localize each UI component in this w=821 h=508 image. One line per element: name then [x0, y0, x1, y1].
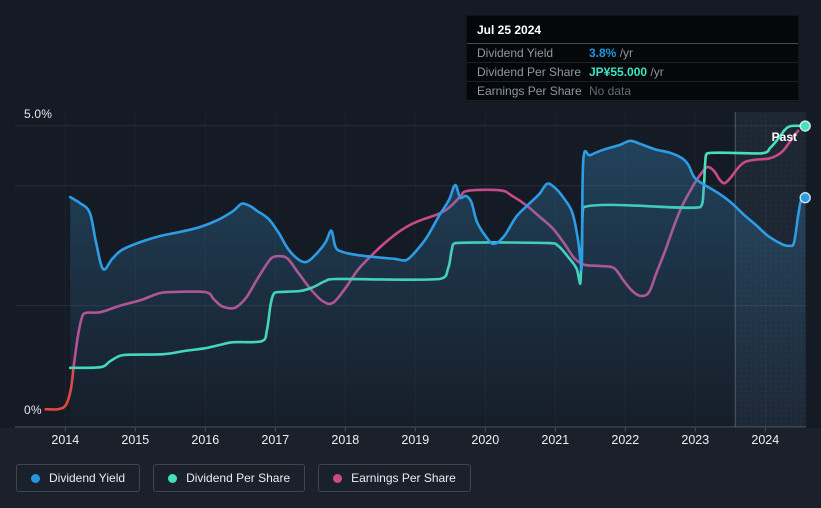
tooltip-value: 3.8%	[589, 46, 617, 60]
x-axis-year: 2024	[751, 433, 780, 447]
chart-series	[44, 124, 807, 428]
legend-label: Dividend Yield	[49, 471, 126, 485]
chart-tooltip: Jul 25 2024 Dividend Yield 3.8% /yr Divi…	[466, 15, 799, 102]
series-end-markers	[799, 120, 811, 204]
x-axis-year: 2019	[401, 433, 430, 447]
legend-item-dividend-per-share[interactable]: Dividend Per Share	[153, 464, 306, 492]
x-axis-year: 2016	[191, 433, 220, 447]
chart-legend: Dividend Yield Dividend Per Share Earnin…	[16, 464, 471, 492]
x-axis-year: 2014	[51, 433, 80, 447]
tooltip-value: No data	[589, 84, 632, 98]
x-axis-year: 2015	[121, 433, 150, 447]
end-marker-dividend-yield	[799, 192, 811, 204]
tooltip-value: JP¥55.000	[589, 65, 648, 79]
tooltip-date: Jul 25 2024	[467, 16, 798, 44]
x-axis-year: 2022	[611, 433, 640, 447]
earnings-per-share-dot-icon	[333, 473, 343, 483]
y-axis-label-zero: 0%	[24, 403, 42, 417]
x-axis-year: 2017	[261, 433, 290, 447]
dividend-yield-dot-icon	[31, 473, 40, 483]
end-marker-dividend-per-share	[799, 120, 811, 132]
past-period-label: Past	[771, 130, 797, 144]
x-axis-year: 2023	[681, 433, 710, 447]
tooltip-row-earnings-per-share: Earnings Per Share No data	[467, 82, 798, 101]
y-axis-label-top: 5.0%	[24, 107, 53, 121]
legend-item-dividend-yield[interactable]: Dividend Yield	[16, 464, 141, 492]
tooltip-label: Earnings Per Share	[477, 84, 582, 98]
legend-label: Dividend Per Share	[186, 471, 291, 485]
legend-label: Earnings Per Share	[351, 471, 456, 485]
tooltip-label: Dividend Per Share	[477, 65, 582, 79]
tooltip-label: Dividend Yield	[477, 46, 554, 60]
dividend-per-share-dot-icon	[168, 473, 178, 483]
dividend-yield-area-fill	[70, 140, 806, 428]
x-axis-year: 2018	[331, 433, 360, 447]
tooltip-row-dividend-yield: Dividend Yield 3.8% /yr	[467, 44, 798, 63]
tooltip-unit: /yr	[616, 46, 634, 60]
legend-item-earnings-per-share[interactable]: Earnings Per Share	[318, 464, 471, 492]
x-axis-year: 2021	[541, 433, 570, 447]
series-line-dividend-yield	[68, 139, 807, 272]
x-axis-year: 2020	[471, 433, 500, 447]
tooltip-unit: /yr	[647, 65, 664, 79]
tooltip-row-dividend-per-share: Dividend Per Share JP¥55.000 /yr	[467, 63, 798, 82]
